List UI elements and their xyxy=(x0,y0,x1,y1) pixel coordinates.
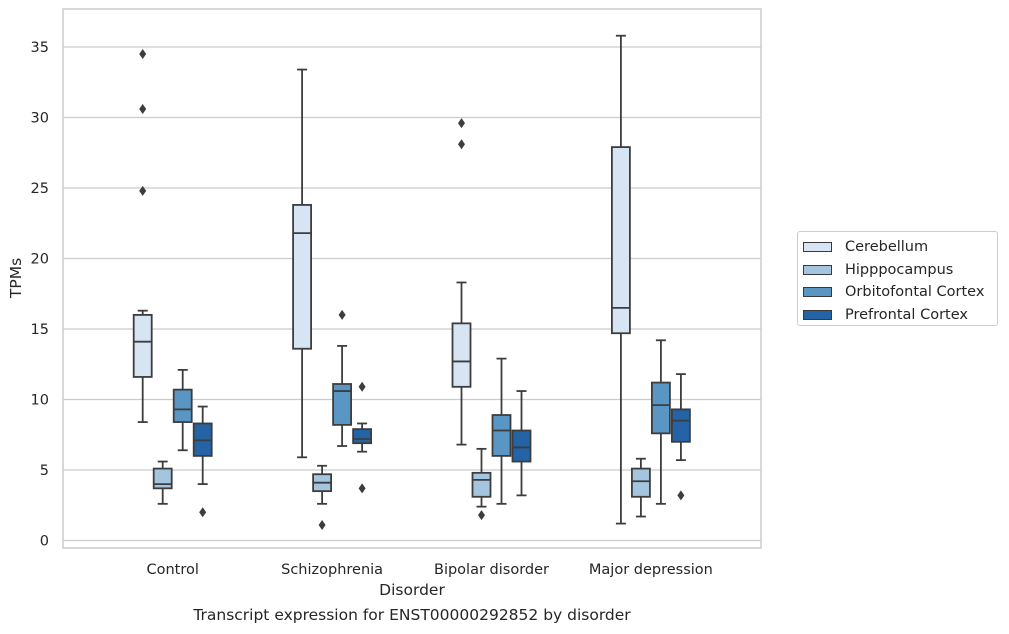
box-iqr xyxy=(451,322,472,388)
outlier-point xyxy=(139,185,147,196)
legend-label-orbitofrontal-cortex: Orbitofontal Cortex xyxy=(845,284,985,301)
chart-caption: Transcript expression for ENST0000029285… xyxy=(193,606,631,624)
outlier-point xyxy=(338,309,346,320)
outlier-point xyxy=(458,118,465,129)
y-tick-label: 25 xyxy=(31,181,49,197)
y-tick-labels: 0 5 10 15 20 25 30 35 xyxy=(31,40,49,550)
y-tick-label: 0 xyxy=(40,534,49,550)
y-tick-label: 10 xyxy=(31,393,49,409)
outlier-point xyxy=(358,483,366,494)
x-tick-label: Schizophrenia xyxy=(281,562,383,578)
box-iqr xyxy=(292,204,313,350)
box-1-3 xyxy=(631,457,651,518)
box-0-0 xyxy=(132,49,153,423)
box-2-2 xyxy=(491,357,512,505)
box-3-2 xyxy=(511,390,532,497)
box-iqr xyxy=(172,388,193,423)
x-tick-labels: Control Schizophrenia Bipolar disorder Majo… xyxy=(146,562,712,578)
outlier-point xyxy=(199,507,207,518)
gridlines xyxy=(63,46,761,542)
y-tick-label: 20 xyxy=(31,252,49,268)
outlier-point xyxy=(318,519,326,530)
legend-swatch-prefrontal-cortex xyxy=(803,310,832,321)
box-iqr xyxy=(671,408,691,443)
box-iqr xyxy=(352,428,373,445)
legend-label-hippocampus: Hipppocampus xyxy=(845,261,954,278)
outlier-point xyxy=(139,104,147,115)
x-axis-label: Disorder xyxy=(379,581,445,599)
box-iqr xyxy=(132,313,153,378)
box-3-0 xyxy=(192,405,213,518)
box-iqr xyxy=(332,383,353,426)
box-2-0 xyxy=(172,368,193,452)
y-axis-label: TPMs xyxy=(7,258,25,299)
y-tick-label: 15 xyxy=(31,322,49,338)
y-tick-label: 5 xyxy=(40,463,49,479)
legend-label-cerebellum: Cerebellum xyxy=(845,239,929,256)
outlier-point xyxy=(458,139,465,150)
legend-item-hippocampus: Hipppocampus xyxy=(798,259,997,282)
outlier-point xyxy=(358,381,366,392)
box-iqr xyxy=(651,381,671,435)
y-tick-label: 35 xyxy=(31,40,49,56)
x-tick-label: Major depression xyxy=(589,562,713,578)
box-3-3 xyxy=(671,373,691,501)
box-0-3 xyxy=(611,34,631,525)
legend-swatch-orbitofrontal-cortex xyxy=(803,287,832,298)
outlier-point xyxy=(139,49,147,60)
box-iqr xyxy=(471,471,492,498)
legend-item-cerebellum: Cerebellum xyxy=(798,236,997,259)
box-0-1 xyxy=(292,68,313,459)
box-iqr xyxy=(631,467,651,498)
box-1-2 xyxy=(471,447,492,521)
y-tick-label: 30 xyxy=(31,111,49,127)
legend-swatch-hippocampus xyxy=(803,264,832,275)
plot-frame xyxy=(62,8,762,549)
box-1-1 xyxy=(312,464,333,530)
box-iqr xyxy=(491,414,512,457)
box-iqr xyxy=(511,429,532,463)
legend-swatch-cerebellum xyxy=(803,242,832,253)
box-marks xyxy=(132,34,691,530)
box-0-2 xyxy=(451,118,472,446)
x-tick-label: Bipolar disorder xyxy=(434,562,549,578)
box-1-0 xyxy=(152,460,173,505)
legend-label-prefrontal-cortex: Prefrontal Cortex xyxy=(845,307,968,324)
box-iqr xyxy=(152,467,173,490)
legend-item-orbitofrontal-cortex: Orbitofontal Cortex xyxy=(798,281,997,304)
legend-item-prefrontal-cortex: Prefrontal Cortex xyxy=(798,304,997,327)
box-2-3 xyxy=(651,339,671,505)
box-3-1 xyxy=(352,381,373,494)
x-tick-label: Control xyxy=(146,562,198,578)
box-iqr xyxy=(611,146,631,335)
outlier-point xyxy=(478,510,485,521)
outlier-point xyxy=(677,490,685,501)
box-2-1 xyxy=(332,309,353,447)
legend: Cerebellum Hipppocampus Orbitofontal Cor… xyxy=(797,231,998,326)
